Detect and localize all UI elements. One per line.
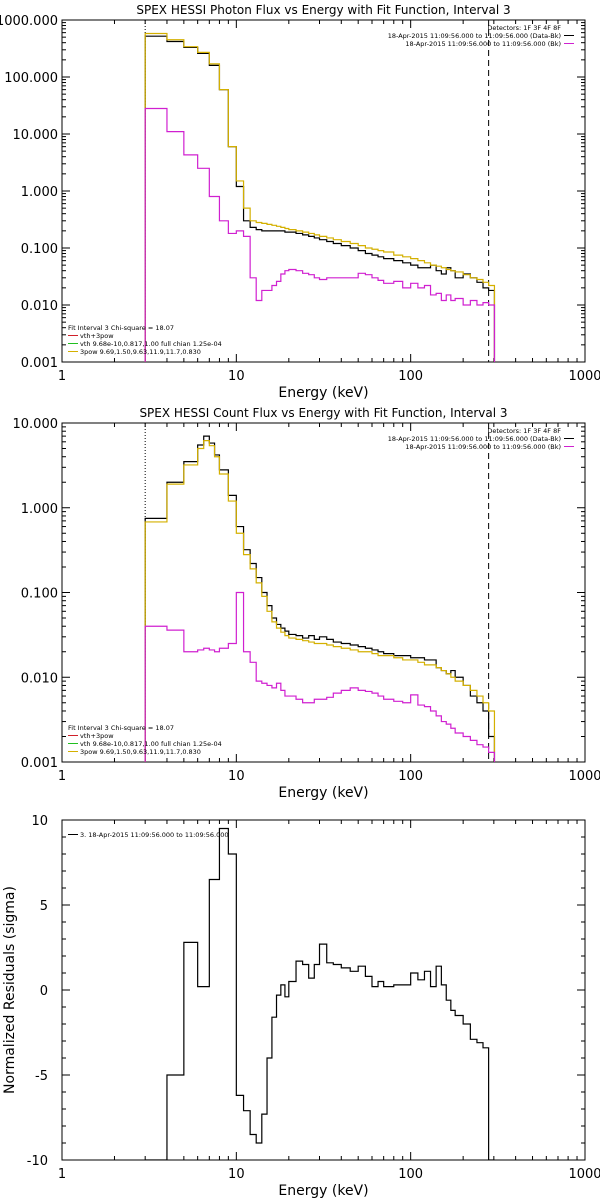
x-tick-label: 1000 xyxy=(568,769,600,784)
fit-legend-item: vth+3pow xyxy=(80,332,114,340)
fit-legend-heading: Fit Interval 3 Chi-square = 18.07 xyxy=(68,724,174,732)
fit-legend-item: 3pow 9.69,1.50,9.63,11.9,11.7,0.830 xyxy=(80,348,201,356)
y-tick-label: 0 xyxy=(40,984,48,999)
chart-title: SPEX HESSI Photon Flux vs Energy with Fi… xyxy=(136,3,510,17)
y-tick-label: 1.000 xyxy=(21,185,58,200)
legend-item: 18-Apr-2015 11:09:56.000 to 11:09:56.000… xyxy=(388,435,561,443)
fit-legend-heading: Fit Interval 3 Chi-square = 18.07 xyxy=(68,324,174,332)
y-tick-label: 0.001 xyxy=(21,356,58,371)
legend-item: 18-Apr-2015 11:09:56.000 to 11:09:56.000… xyxy=(405,443,561,451)
y-tick-label: 10 xyxy=(31,814,48,829)
x-tick-label: 100 xyxy=(398,769,423,784)
y-tick-label: 0.010 xyxy=(21,299,58,314)
legend-heading: Detectors: 1F 3F 4F 8F xyxy=(487,427,561,435)
y-tick-label: 10.000 xyxy=(13,128,59,143)
y-tick-label: 0.100 xyxy=(21,587,58,602)
x-tick-label: 1 xyxy=(58,1167,66,1182)
x-axis-label: Energy (keV) xyxy=(278,1183,368,1199)
legend-heading: Detectors: 1F 3F 4F 8F xyxy=(487,24,561,32)
y-tick-label: 1000.000 xyxy=(0,14,58,29)
x-axis-label: Energy (keV) xyxy=(278,385,368,401)
y-tick-label: -5 xyxy=(35,1069,48,1084)
fit-legend-item: vth 9.68e-10,0.817,1.00 full chian 1.25e… xyxy=(80,340,222,348)
series-line-1 xyxy=(144,35,496,362)
y-tick-label: 10.000 xyxy=(13,417,59,432)
series-line-3 xyxy=(144,591,496,762)
chart-panel-2: SPEX HESSI Count Flux vs Energy with Fit… xyxy=(13,406,600,801)
fit-legend-item: 3pow 9.69,1.50,9.63,11.9,11.7,0.830 xyxy=(80,748,201,756)
y-tick-label: -10 xyxy=(27,1154,48,1169)
x-tick-label: 100 xyxy=(398,369,423,384)
legend-item: 3. 18-Apr-2015 11:09:56.000 to 11:09:56.… xyxy=(80,831,229,839)
x-tick-label: 1000 xyxy=(568,1167,600,1182)
legend-item: 18-Apr-2015 11:09:56.000 to 11:09:56.000… xyxy=(405,40,561,48)
series-line-2 xyxy=(144,439,496,762)
x-tick-label: 1000 xyxy=(568,369,600,384)
series-line-2 xyxy=(144,32,496,362)
series-line-3 xyxy=(144,107,496,362)
x-tick-label: 10 xyxy=(228,1167,245,1182)
x-tick-label: 10 xyxy=(228,369,245,384)
x-axis-label: Energy (keV) xyxy=(278,785,368,801)
y-tick-label: 0.100 xyxy=(21,242,58,257)
y-tick-label: 0.001 xyxy=(21,756,58,771)
y-axis-label: Normalized Residuals (sigma) xyxy=(2,886,18,1094)
y-tick-label: 5 xyxy=(40,899,48,914)
chart-panel-1: SPEX HESSI Photon Flux vs Energy with Fi… xyxy=(0,3,600,401)
x-tick-label: 100 xyxy=(398,1167,423,1182)
chart-title: SPEX HESSI Count Flux vs Energy with Fit… xyxy=(139,406,507,420)
y-tick-label: 1.000 xyxy=(21,502,58,517)
series-line-1 xyxy=(145,827,495,1160)
y-tick-label: 0.010 xyxy=(21,671,58,686)
fit-legend-item: vth 9.68e-10,0.817,1.00 full chian 1.25e… xyxy=(80,740,222,748)
x-tick-label: 1 xyxy=(58,769,66,784)
y-tick-label: 100.000 xyxy=(4,71,58,86)
chart-panel-3: 1 10 100 1000 Energy (keV) 10 5 0 -5 -10 Normalize… xyxy=(2,814,600,1199)
x-tick-label: 1 xyxy=(58,369,66,384)
x-tick-label: 10 xyxy=(228,769,245,784)
fit-legend-item: vth+3pow xyxy=(80,732,114,740)
legend-item: 18-Apr-2015 11:09:56.000 to 11:09:56.000… xyxy=(388,32,561,40)
